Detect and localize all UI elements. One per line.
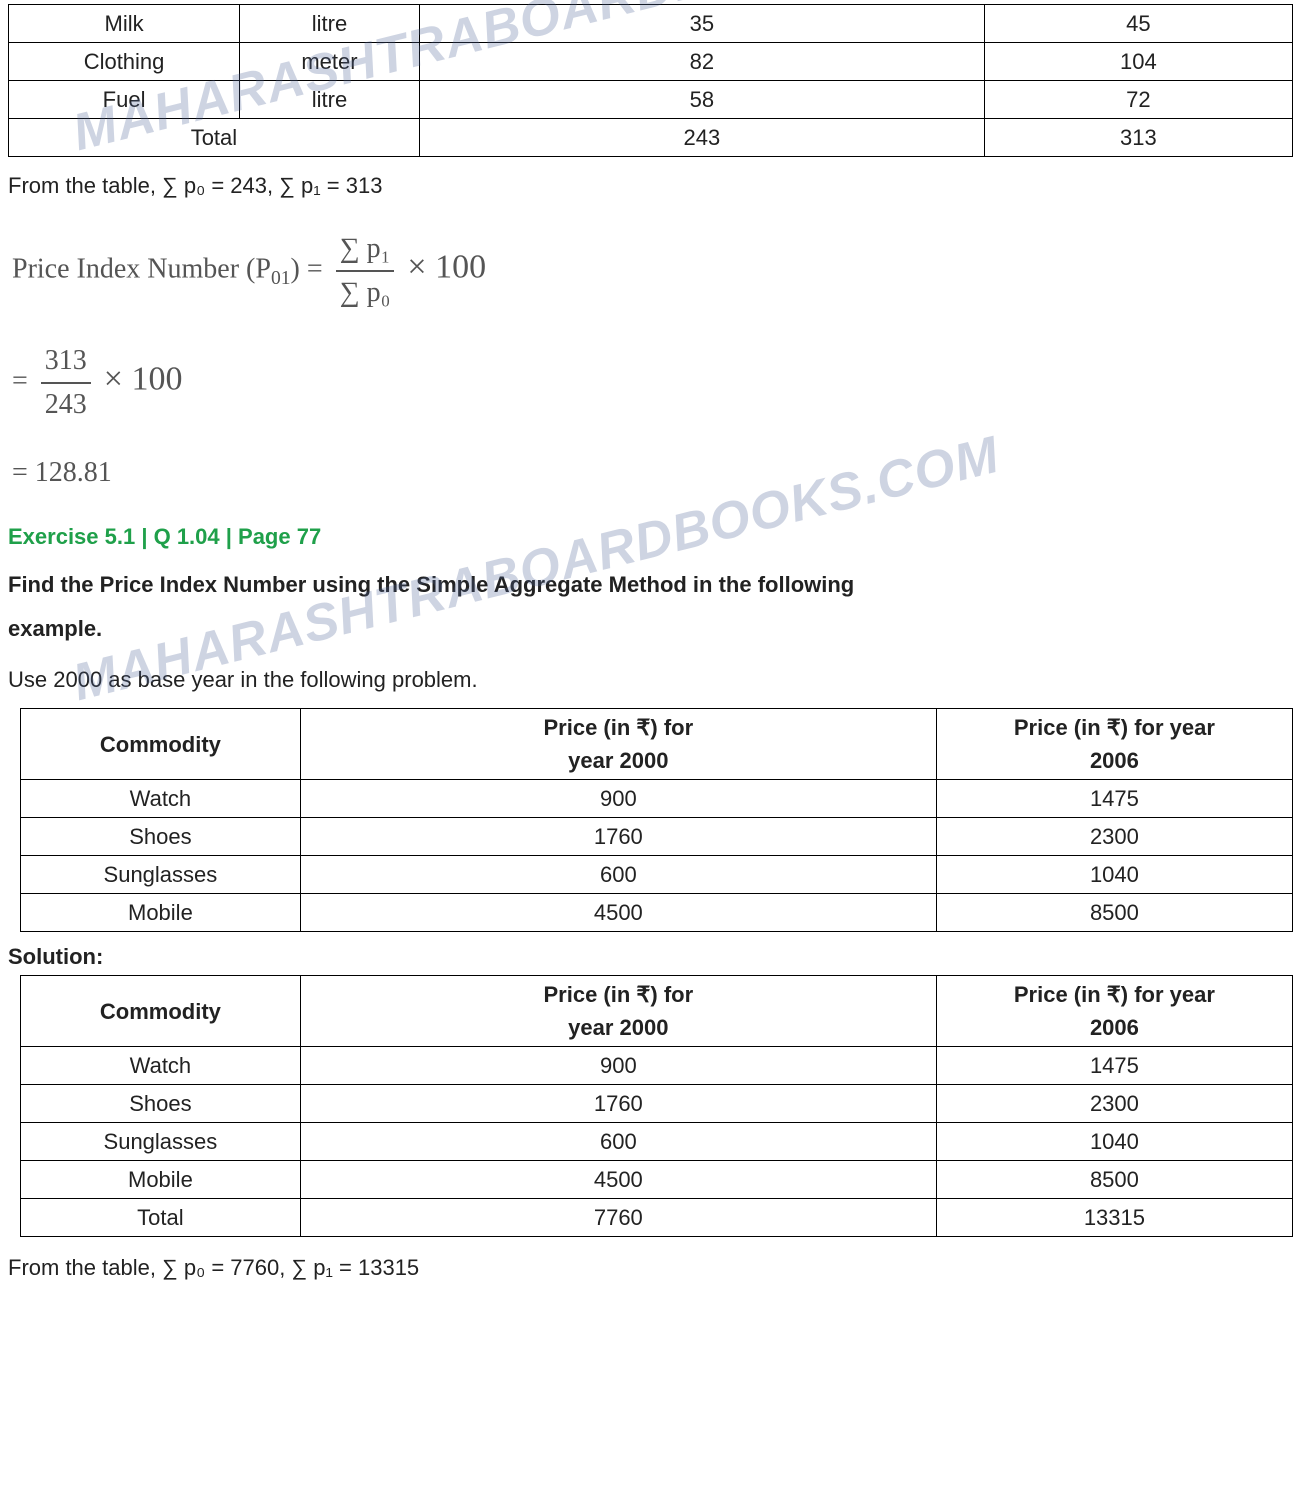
table-cell: 2300 xyxy=(936,818,1292,856)
table-cell: 2300 xyxy=(936,1085,1292,1123)
table-row: Fuellitre5872 xyxy=(9,81,1293,119)
table-cell: Mobile xyxy=(21,894,301,932)
table-cell: 35 xyxy=(419,5,984,43)
table-cell: 313 xyxy=(984,119,1292,157)
table-row: Milklitre3545 xyxy=(9,5,1293,43)
table-cell: 600 xyxy=(300,1123,936,1161)
table-cell: Sunglasses xyxy=(21,856,301,894)
table-cell: 104 xyxy=(984,43,1292,81)
table-cell: Sunglasses xyxy=(21,1123,301,1161)
from-table-text-1: From the table, ∑ p₀ = 243, ∑ p₁ = 313 xyxy=(8,169,1293,202)
formula-result: = 128.81 xyxy=(12,452,1293,494)
table-header-cell: Price (in ₹) foryear 2000 xyxy=(300,709,936,780)
table-cell: litre xyxy=(240,5,420,43)
table-commodity-top: Milklitre3545Clothingmeter82104Fuellitre… xyxy=(8,4,1293,157)
table-cell: 72 xyxy=(984,81,1292,119)
table-row: Clothingmeter82104 xyxy=(9,43,1293,81)
formula-subscript: 01 xyxy=(271,268,291,289)
table-cell: 82 xyxy=(419,43,984,81)
table-total-row: Total243313 xyxy=(9,119,1293,157)
table-cell: Fuel xyxy=(9,81,240,119)
table-cell: litre xyxy=(240,81,420,119)
table-cell: Watch xyxy=(21,780,301,818)
table-cell: 900 xyxy=(300,780,936,818)
table-row: Watch9001475 xyxy=(21,1047,1293,1085)
table-cell: 45 xyxy=(984,5,1292,43)
table-cell: Milk xyxy=(9,5,240,43)
table-cell: 1760 xyxy=(300,1085,936,1123)
table-cell: 8500 xyxy=(936,1161,1292,1199)
formula-times100: × 100 xyxy=(407,248,486,285)
instruction-text: Use 2000 as base year in the following p… xyxy=(8,663,1293,696)
table-cell: 1040 xyxy=(936,1123,1292,1161)
table-cell: 600 xyxy=(300,856,936,894)
formula-denominator: ∑ p₀ xyxy=(336,272,395,314)
table-header-row: CommodityPrice (in ₹) foryear 2000Price … xyxy=(21,976,1293,1047)
table-cell: Clothing xyxy=(9,43,240,81)
table-row: Mobile45008500 xyxy=(21,1161,1293,1199)
table-cell: 8500 xyxy=(936,894,1292,932)
table-row: Total776013315 xyxy=(21,1199,1293,1237)
table-header-cell: Commodity xyxy=(21,709,301,780)
table-question: CommodityPrice (in ₹) foryear 2000Price … xyxy=(20,708,1293,932)
calc-denominator: 243 xyxy=(41,384,91,426)
table-row: Shoes17602300 xyxy=(21,1085,1293,1123)
table-cell: Total xyxy=(21,1199,301,1237)
solution-label: Solution: xyxy=(8,940,1293,973)
table-solution: CommodityPrice (in ₹) foryear 2000Price … xyxy=(20,975,1293,1237)
table-cell: 13315 xyxy=(936,1199,1292,1237)
question-text: Find the Price Index Number using the Si… xyxy=(8,563,1293,651)
table-header-cell: Price (in ₹) for year2006 xyxy=(936,709,1292,780)
table-cell: meter xyxy=(240,43,420,81)
formula-line-1: Price Index Number (P01) = ∑ p₁ ∑ p₀ × 1… xyxy=(12,228,1293,314)
table-cell: Shoes xyxy=(21,818,301,856)
table-cell: 7760 xyxy=(300,1199,936,1237)
table-row: Sunglasses6001040 xyxy=(21,1123,1293,1161)
table-header-cell: Price (in ₹) for year2006 xyxy=(936,976,1292,1047)
table-header-row: CommodityPrice (in ₹) foryear 2000Price … xyxy=(21,709,1293,780)
table-row: Mobile45008500 xyxy=(21,894,1293,932)
table-header-cell: Price (in ₹) foryear 2000 xyxy=(300,976,936,1047)
table-row: Watch9001475 xyxy=(21,780,1293,818)
exercise-heading: Exercise 5.1 | Q 1.04 | Page 77 xyxy=(8,520,1293,553)
table-cell: 243 xyxy=(419,119,984,157)
table-cell: 1475 xyxy=(936,1047,1292,1085)
calc-numerator: 313 xyxy=(41,340,91,384)
table-cell: 4500 xyxy=(300,1161,936,1199)
table-header-cell: Commodity xyxy=(21,976,301,1047)
table-cell: Total xyxy=(9,119,420,157)
table-cell: Watch xyxy=(21,1047,301,1085)
table-cell: 58 xyxy=(419,81,984,119)
table-cell: 900 xyxy=(300,1047,936,1085)
calc-eq: = xyxy=(12,365,35,396)
formula-after-sub: ) = xyxy=(291,253,323,284)
table-row: Sunglasses6001040 xyxy=(21,856,1293,894)
formula-numerator: ∑ p₁ xyxy=(336,228,395,272)
table-cell: Mobile xyxy=(21,1161,301,1199)
table-cell: 1760 xyxy=(300,818,936,856)
table-cell: 1475 xyxy=(936,780,1292,818)
table-cell: Shoes xyxy=(21,1085,301,1123)
formula-label: Price Index Number (P xyxy=(12,253,271,284)
table-cell: 1040 xyxy=(936,856,1292,894)
table-cell: 4500 xyxy=(300,894,936,932)
from-table-text-2: From the table, ∑ p₀ = 7760, ∑ p₁ = 1331… xyxy=(8,1251,1293,1284)
table-row: Shoes17602300 xyxy=(21,818,1293,856)
calc-times100: × 100 xyxy=(104,360,183,397)
formula-line-2: = 313 243 × 100 xyxy=(12,340,1293,426)
